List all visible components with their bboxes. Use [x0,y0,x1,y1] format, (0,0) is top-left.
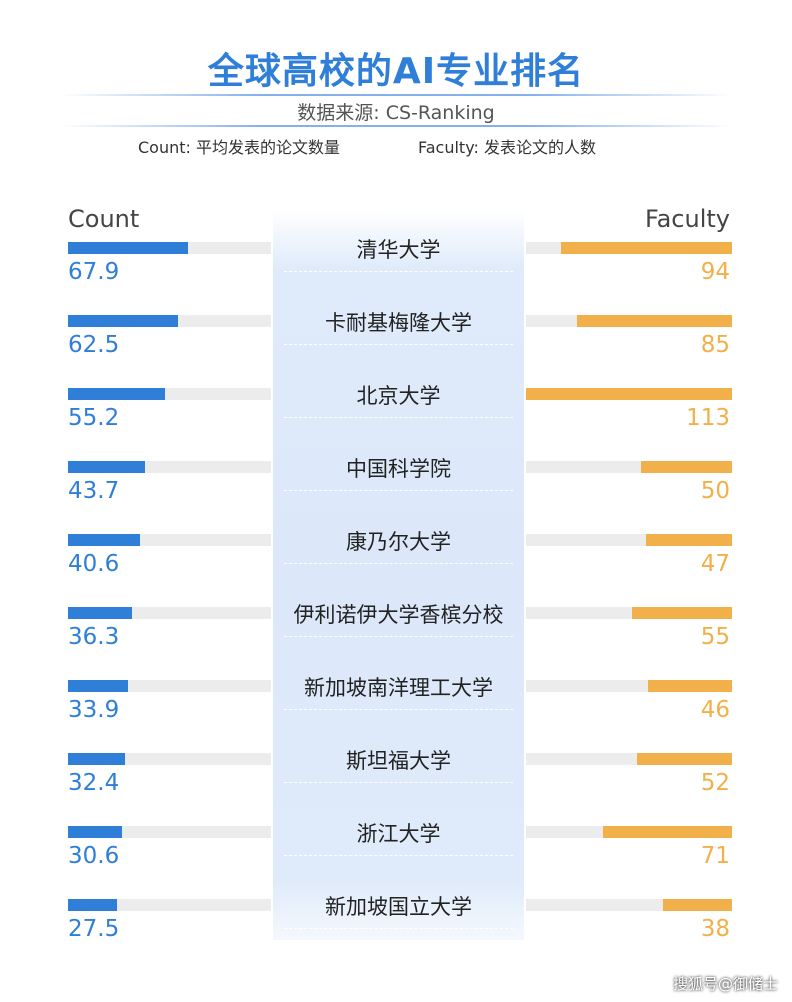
row-divider [284,709,513,710]
count-value: 33.9 [68,697,120,723]
faculty-bar [577,315,732,327]
row-divider [284,344,513,345]
university-name: 浙江大学 [356,822,441,846]
title-divider-bottom [60,125,732,127]
count-bar [68,680,128,692]
faculty-value: 94 [700,259,730,285]
faculty-definition: Faculty: 发表论文的人数 [418,138,596,157]
count-bar [68,607,132,619]
faculty-bar [561,242,732,254]
faculty-value: 55 [700,624,730,650]
university-name: 中国科学院 [346,457,451,481]
faculty-bar [646,534,732,546]
count-bar [68,315,178,327]
count-bar [68,826,122,838]
count-track [68,899,271,911]
count-bar [68,461,145,473]
university-name: 清华大学 [356,238,441,262]
row-divider [284,855,513,856]
faculty-bar [663,899,732,911]
faculty-value: 71 [700,843,730,869]
university-name: 斯坦福大学 [346,749,451,773]
faculty-bar [648,680,732,692]
count-value: 36.3 [68,624,120,650]
faculty-bar [632,607,732,619]
university-name: 北京大学 [356,384,441,408]
count-bar [68,753,125,765]
faculty-value: 85 [700,332,730,358]
row-divider [284,636,513,637]
university-name: 康乃尔大学 [346,530,451,554]
faculty-bar [637,753,732,765]
count-value: 67.9 [68,259,120,285]
row-divider [284,490,513,491]
count-column-header: Count [68,205,140,233]
row-divider [284,417,513,418]
faculty-bar [603,826,732,838]
university-name: 卡耐基梅隆大学 [325,311,472,335]
count-bar [68,899,117,911]
count-value: 40.6 [68,551,120,577]
count-bar [68,242,188,254]
faculty-value: 38 [700,916,730,942]
faculty-value: 52 [700,770,730,796]
count-value: 55.2 [68,405,120,431]
faculty-value: 46 [700,697,730,723]
faculty-value: 113 [686,405,730,431]
count-value: 32.4 [68,770,120,796]
row-divider [284,928,513,929]
row-divider [284,271,513,272]
university-name: 伊利诺伊大学香槟分校 [293,603,504,627]
title-divider-top [60,94,732,96]
faculty-value: 50 [700,478,730,504]
university-name-band [273,210,524,940]
watermark: 搜狐号@御储士 [672,975,778,993]
count-definition: Count: 平均发表的论文数量 [138,138,340,157]
count-value: 62.5 [68,332,120,358]
faculty-value: 47 [700,551,730,577]
data-source: 数据来源: CS-Ranking [297,102,495,124]
faculty-column-header: Faculty [645,205,730,233]
row-divider [284,782,513,783]
count-value: 30.6 [68,843,120,869]
university-name: 新加坡南洋理工大学 [304,676,493,700]
page-title: 全球高校的AI专业排名 [207,51,585,92]
count-bar [68,534,140,546]
count-value: 43.7 [68,478,120,504]
count-value: 27.5 [68,916,120,942]
row-divider [284,563,513,564]
university-name: 新加坡国立大学 [325,895,472,919]
count-bar [68,388,165,400]
faculty-bar [641,461,732,473]
faculty-bar [526,388,732,400]
